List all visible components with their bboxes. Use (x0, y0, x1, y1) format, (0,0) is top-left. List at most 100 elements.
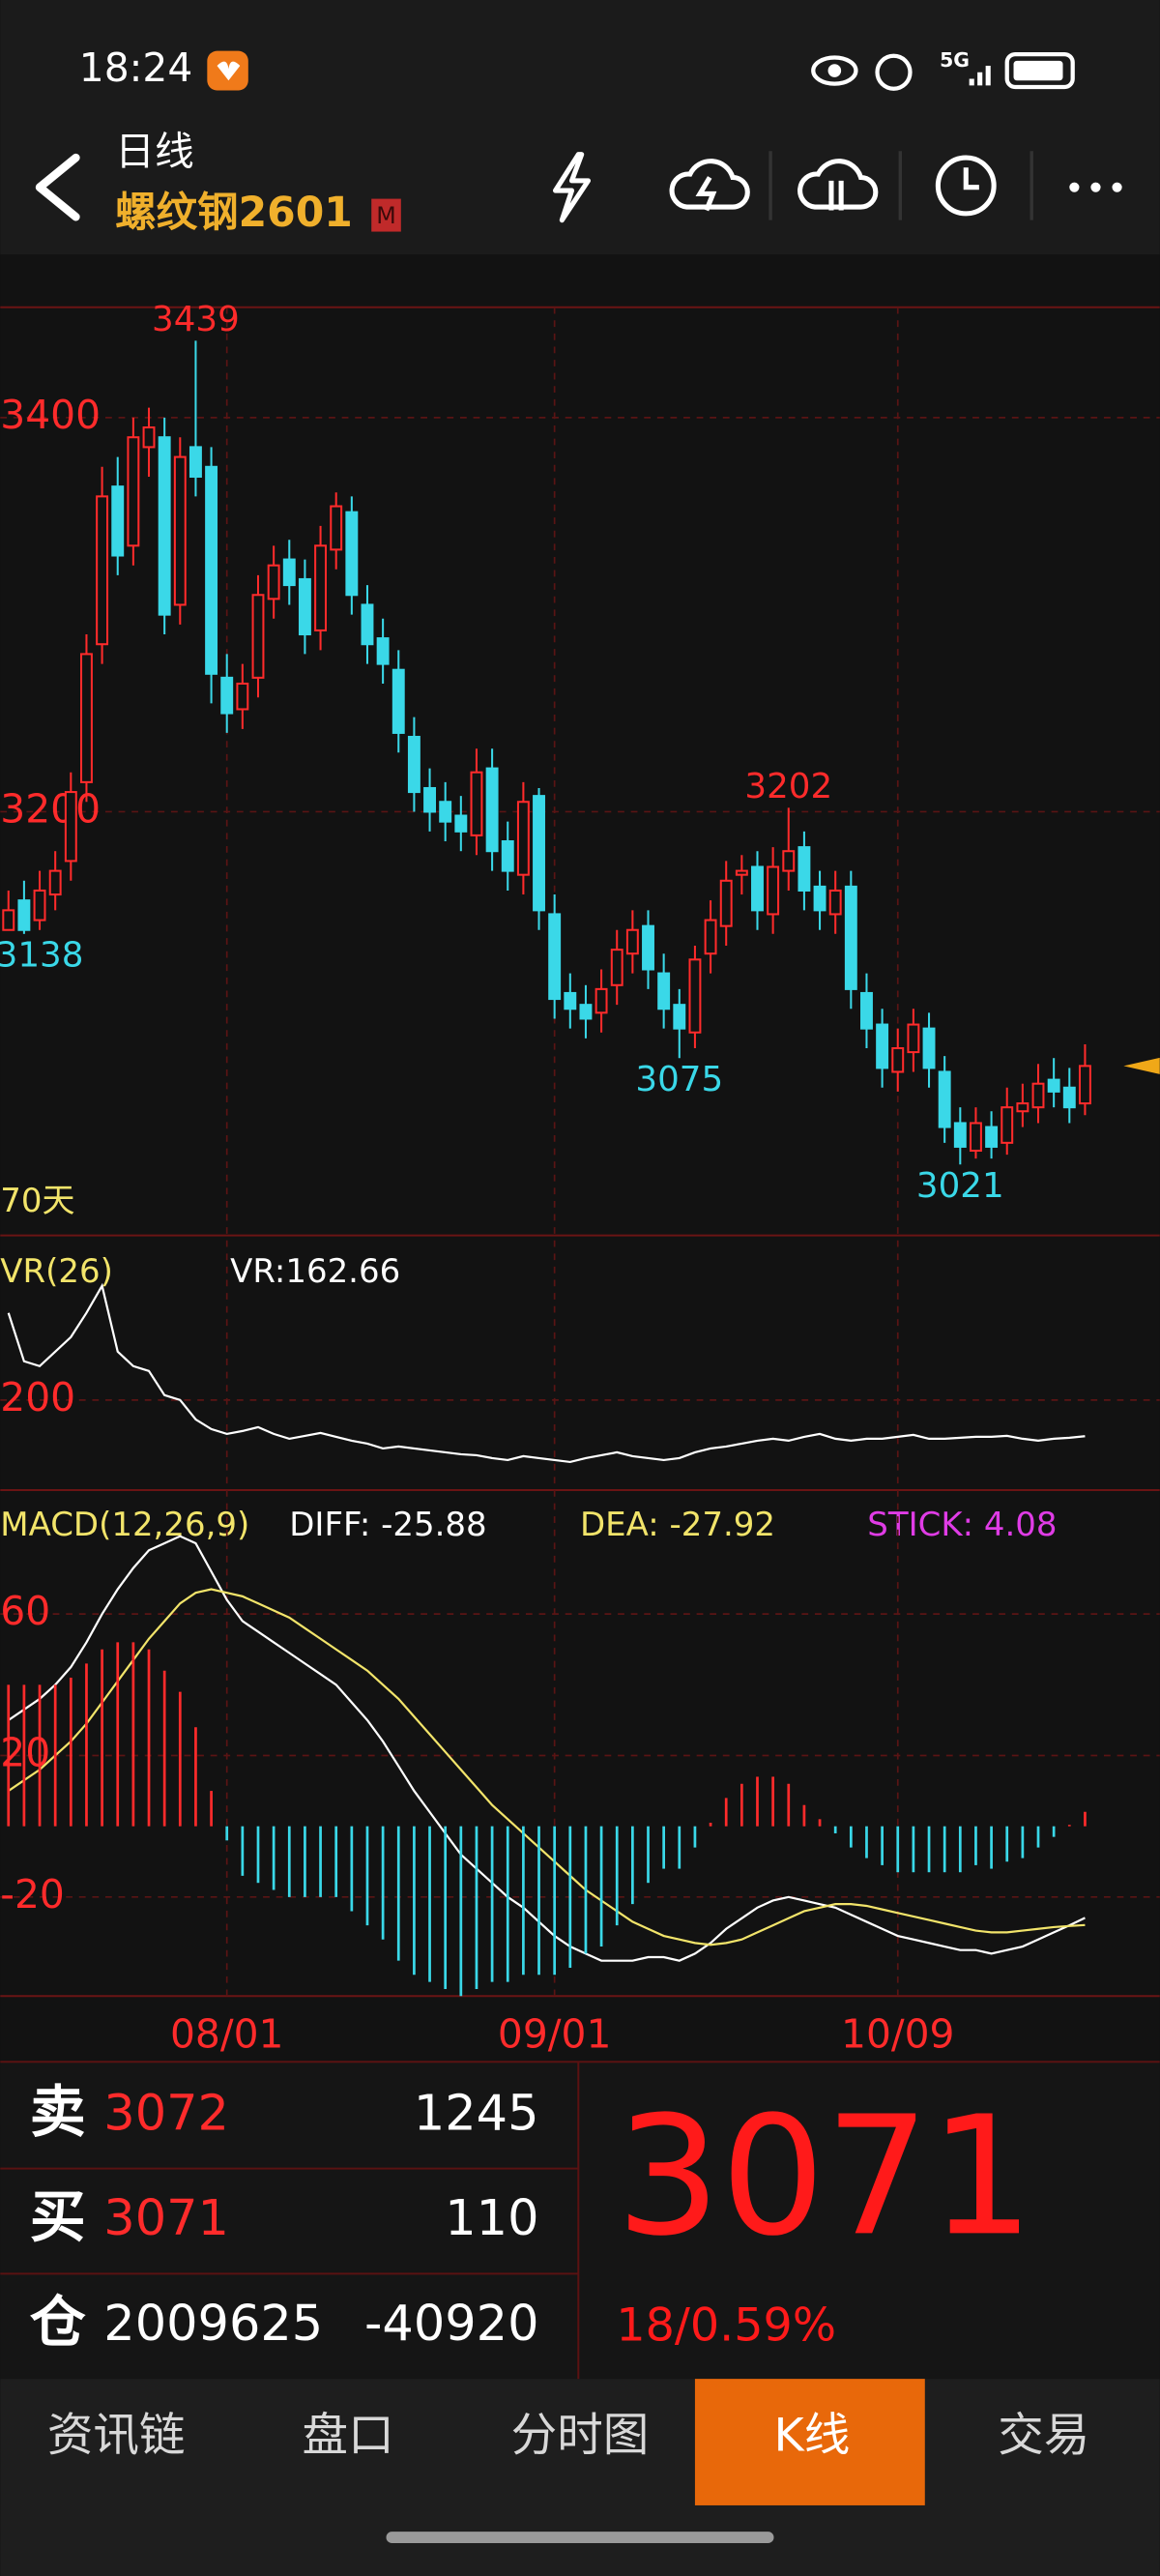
candle-body (454, 814, 468, 833)
y-tick-label: -20 (0, 1871, 65, 1917)
last-price: 3071 (616, 2081, 1033, 2272)
cloud-bolt (695, 176, 717, 212)
period-label: 日线 (115, 129, 194, 175)
candle-body (673, 1004, 686, 1030)
candle-body (282, 558, 296, 587)
candle-body (501, 840, 514, 872)
candle-body (470, 771, 483, 836)
macd-line (8, 1588, 1086, 1947)
tab[interactable]: K线 (774, 2409, 851, 2462)
candle-body (1047, 1078, 1060, 1093)
back-button[interactable] (35, 153, 80, 221)
cloud-sync-button[interactable] (798, 159, 879, 210)
badge-label: M (376, 202, 396, 229)
candle-body (985, 1126, 999, 1148)
candle-body (516, 801, 530, 876)
candle-body (782, 850, 796, 872)
candle-body (96, 495, 109, 646)
candle-body (922, 1027, 936, 1069)
candle-body (17, 899, 31, 931)
candle-body (719, 879, 733, 927)
quote-row-volume: 110 (445, 2190, 538, 2247)
vr-title: VR(26) (0, 1252, 113, 1291)
diff-legend: DIFF: -25.88 (289, 1506, 486, 1544)
x-tick-label: 08/01 (170, 2011, 283, 2058)
candle-body (188, 446, 202, 479)
candle-body (158, 436, 171, 616)
candle-body (969, 1122, 982, 1153)
candle-body (657, 972, 671, 1010)
candle-body (891, 1046, 905, 1073)
battery-icon (1004, 51, 1075, 90)
candle-body (439, 801, 452, 823)
candle-body (564, 991, 577, 1010)
stick-legend: STICK: 4.08 (867, 1506, 1057, 1544)
candle-body (314, 544, 328, 631)
extreme-label: 3439 (152, 300, 240, 339)
app-badge-icon (217, 61, 241, 81)
battery-level (1013, 60, 1063, 81)
candle-body (407, 735, 420, 794)
candle-body (485, 767, 499, 853)
candle-body (798, 846, 811, 892)
status-time: 18:24 (79, 44, 192, 91)
candle-body (345, 511, 359, 597)
candle-body (64, 791, 77, 863)
dea-legend: DEA: -27.92 (580, 1506, 775, 1544)
candle-body (376, 637, 390, 665)
cloud-arrows (828, 180, 844, 211)
candle-body (361, 603, 374, 646)
vr-line (7, 1282, 1086, 1464)
tab[interactable]: 交易 (998, 2409, 1089, 2462)
candle-body (953, 1122, 967, 1148)
badge-bg (371, 198, 401, 232)
candle-body (251, 594, 265, 679)
quote-row-price: 3071 (103, 2190, 229, 2247)
x-tick-label: 09/01 (498, 2011, 611, 2058)
alarm-icon (875, 53, 913, 91)
candle-body (828, 889, 842, 916)
y-tick-label: 3200 (0, 785, 101, 832)
y-tick-label: 3400 (0, 392, 101, 438)
y-tick-label: 200 (0, 1374, 75, 1420)
candle-body (220, 676, 234, 715)
candle-body (80, 653, 93, 783)
period-annotation: 70天 (0, 1182, 74, 1220)
candle-body (860, 991, 873, 1030)
flash-button[interactable] (552, 152, 592, 223)
candle-body (267, 564, 280, 600)
contract-title: 螺纹钢2601 (115, 190, 353, 237)
tab-active-bg (694, 2379, 925, 2505)
candle-body (844, 885, 857, 990)
candle-body (236, 682, 249, 711)
x-tick-label: 10/09 (841, 2011, 954, 2058)
extreme-label: 3138 (0, 936, 83, 976)
tab[interactable]: 分时图 (511, 2409, 650, 2462)
candle-body (938, 1070, 951, 1128)
chart-bg (0, 254, 1160, 2063)
more-button[interactable] (1069, 182, 1122, 192)
candle-body (610, 949, 624, 986)
candle-body (1062, 1086, 1076, 1109)
candle-body (298, 577, 311, 636)
quote-bg (0, 2062, 1160, 2380)
quote-row-price: 3072 (103, 2085, 229, 2142)
y-tick-label: 60 (0, 1588, 50, 1634)
macd-line (8, 1535, 1086, 1962)
dot (1112, 182, 1122, 192)
candle-body (33, 889, 46, 922)
quote-grid (0, 2061, 1160, 2380)
candle-body (704, 919, 717, 955)
quote-row-volume: -40920 (364, 2296, 538, 2353)
quote-row-label: 买 (30, 2184, 86, 2250)
tab[interactable]: 资讯链 (47, 2409, 186, 2462)
extreme-label: 3021 (916, 1166, 1004, 1206)
cloud-button[interactable] (669, 159, 750, 210)
history-button[interactable] (935, 155, 997, 217)
candle-body (594, 987, 608, 1014)
quote-row-price: 2009625 (103, 2296, 323, 2353)
candle-body (173, 455, 187, 606)
tab[interactable]: 盘口 (303, 2409, 394, 2462)
candle-body (392, 668, 405, 734)
candle-body (579, 1004, 593, 1020)
